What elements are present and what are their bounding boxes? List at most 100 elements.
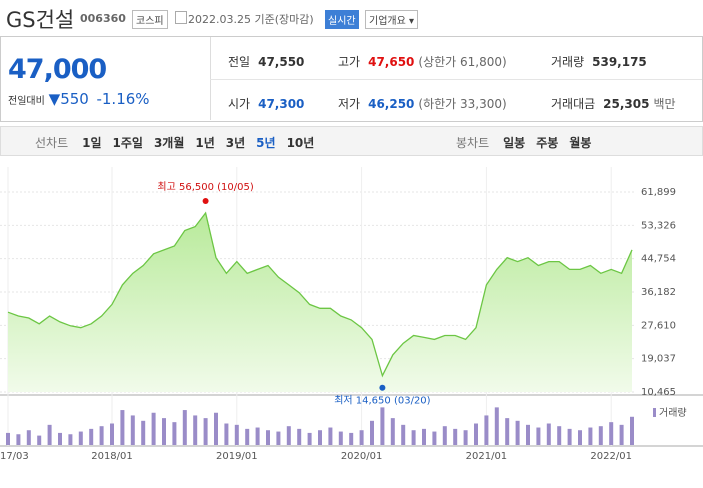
volume-bar xyxy=(432,431,437,445)
divider xyxy=(210,37,211,120)
volume-bar xyxy=(411,430,416,445)
volume-bar xyxy=(182,410,187,445)
stock-name: GS건설 xyxy=(6,8,75,32)
high-marker xyxy=(202,197,209,204)
volume-bar xyxy=(630,416,634,445)
change-pct: -1.16% xyxy=(96,90,150,108)
volume-bar xyxy=(78,431,83,445)
y-tick-label: 53,326 xyxy=(641,220,676,231)
stat-label: 거래량 xyxy=(551,55,585,69)
volume-bar xyxy=(526,424,530,445)
volume-bar xyxy=(442,426,447,445)
volume-bar xyxy=(349,432,354,445)
volume-bar xyxy=(318,430,322,445)
volume-bar xyxy=(328,427,333,445)
candle-tab[interactable]: 일봉 xyxy=(503,136,526,150)
volume-bar xyxy=(99,426,104,445)
volume-bar xyxy=(390,418,395,445)
volume-bar xyxy=(224,423,229,445)
volume-bar xyxy=(557,426,562,445)
stat: 고가 47,650 (상한가 61,800) xyxy=(338,53,507,70)
volume-bar xyxy=(297,428,302,445)
stat-note: (하한가 33,300) xyxy=(418,97,507,111)
volume-bar xyxy=(338,431,343,445)
x-tick-label: 2017/03 xyxy=(0,451,29,462)
volume-bar xyxy=(214,412,218,445)
volume-bar xyxy=(588,427,593,445)
period-tab[interactable]: 3개월 xyxy=(153,136,185,150)
stat-value: 47,650 xyxy=(368,55,415,69)
volume-bar xyxy=(536,427,541,445)
volume-bar xyxy=(151,412,156,445)
stat-label: 고가 xyxy=(338,55,361,69)
volume-bar xyxy=(609,422,614,445)
period-tab[interactable]: 3년 xyxy=(225,136,246,150)
y-tick-label: 44,754 xyxy=(641,254,676,265)
volume-bar xyxy=(141,420,146,445)
period-tab[interactable]: 5년 xyxy=(256,136,276,150)
volume-bar xyxy=(422,428,426,445)
candle-tab[interactable]: 월봉 xyxy=(569,136,592,150)
volume-bar xyxy=(255,427,260,445)
volume-bar xyxy=(16,434,21,445)
legend-label: 거래량 xyxy=(659,407,687,419)
realtime-button[interactable]: 실시간 xyxy=(325,10,359,29)
stat-value: 47,550 xyxy=(258,55,305,69)
x-tick-label: 2021/01 xyxy=(466,451,508,462)
volume-bar xyxy=(401,424,406,445)
volume-bar xyxy=(578,430,582,445)
y-tick-label: 19,037 xyxy=(641,354,676,365)
volume-bar xyxy=(68,434,73,445)
price-area xyxy=(8,213,632,392)
company-info-label: 기업개요 xyxy=(369,16,406,27)
volume-bar xyxy=(172,422,177,445)
period-tab[interactable]: 1일 xyxy=(82,136,102,150)
stat-label: 저가 xyxy=(338,97,361,111)
high-label: 최고 56,500 (10/05) xyxy=(157,181,253,193)
volume-bar xyxy=(307,432,312,445)
volume-bar xyxy=(37,435,42,445)
tab-group-label: 봉차트 xyxy=(456,136,490,150)
date: 2022.03.25 기준(장마감) xyxy=(188,13,314,26)
x-tick-label: 2019/01 xyxy=(216,451,258,462)
volume-bar xyxy=(370,420,374,445)
stat-note: 백만 xyxy=(653,97,676,111)
volume-bar xyxy=(234,424,239,445)
stat-value: 47,300 xyxy=(258,97,305,111)
change-label: 전일대비 xyxy=(8,96,45,107)
calendar-icon xyxy=(175,11,187,24)
volume-bar xyxy=(359,430,364,445)
volume-bar xyxy=(567,428,572,445)
chart: 10,465 19,037 27,610 36,182 44,754 53,326 61,8… xyxy=(0,167,703,462)
volume-bar xyxy=(380,407,385,445)
period-tab[interactable]: 1년 xyxy=(195,136,215,150)
stat-label: 전일 xyxy=(228,55,251,69)
volume-bar xyxy=(203,418,208,445)
x-tick-label: 2018/01 xyxy=(91,451,133,462)
candle-tab[interactable]: 주봉 xyxy=(536,136,559,150)
low-marker xyxy=(379,384,386,391)
low-label: 최저 14,650 (03/20) xyxy=(334,395,430,407)
period-tabs: 선차트 1일 1주일 3개월 1년 3년 5년 10년 봉차트 일봉 주봉 월봉 xyxy=(0,126,703,156)
stat: 전일 47,550 xyxy=(228,53,304,70)
stat-value: 46,250 xyxy=(368,97,415,111)
volume-bar xyxy=(47,424,52,445)
volume-bar xyxy=(130,415,135,445)
volume-bar xyxy=(193,415,198,445)
stat: 저가 46,250 (하한가 33,300) xyxy=(338,95,507,112)
volume-bar xyxy=(494,407,499,445)
divider xyxy=(210,79,702,80)
volume-bar xyxy=(162,418,166,445)
legend-swatch xyxy=(653,408,656,417)
period-tab[interactable]: 1주일 xyxy=(112,136,143,150)
current-price: 47,000 xyxy=(8,54,107,85)
y-tick-label: 61,899 xyxy=(641,187,676,198)
period-tab[interactable]: 10년 xyxy=(286,136,315,150)
volume-bar xyxy=(484,415,489,445)
x-tick-label: 2020/01 xyxy=(341,451,383,462)
volume-bar xyxy=(58,432,62,445)
volume-bar xyxy=(6,432,10,445)
volume-bar xyxy=(89,428,94,445)
company-info-button[interactable]: 기업개요 ▾ xyxy=(365,10,419,29)
volume-bar xyxy=(598,426,603,445)
